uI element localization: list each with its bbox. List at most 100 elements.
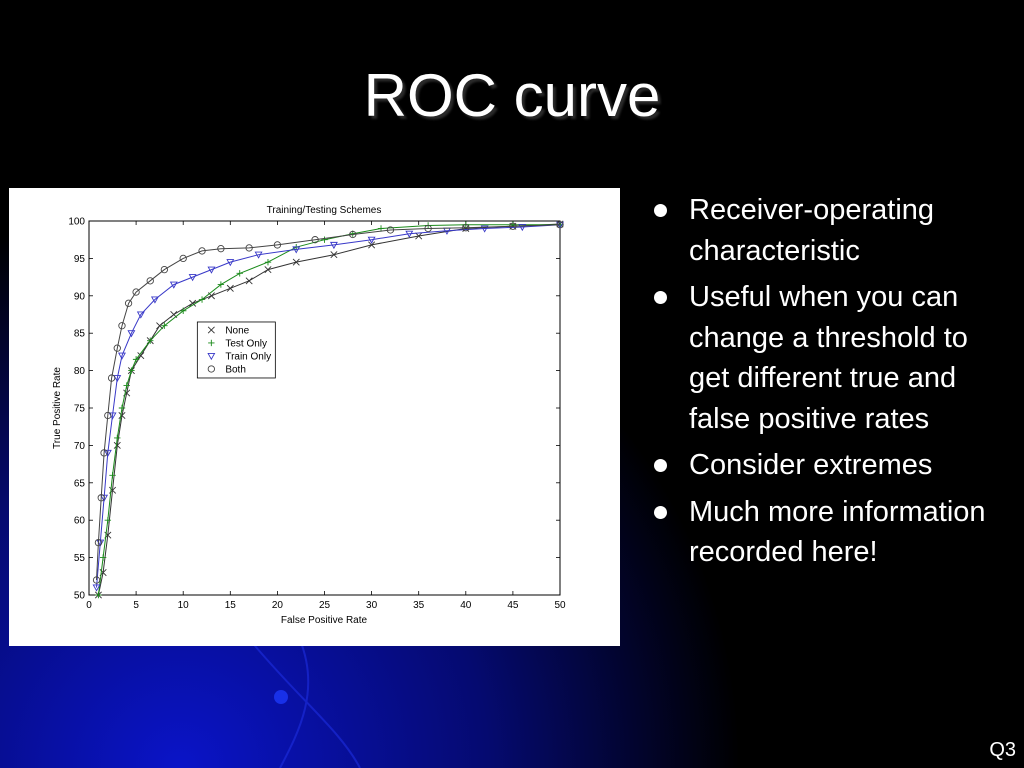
data-point [100,449,108,457]
y-tick-label: 50 [74,591,86,602]
y-tick-label: 90 [74,291,86,302]
data-point [100,494,109,502]
legend-label: None [225,325,249,336]
data-point [92,584,101,592]
series-none [94,220,564,599]
x-tick-label: 5 [133,600,139,611]
data-point [349,230,357,239]
bullet-text: Receiver-operating characteristic [689,194,935,267]
series-line [97,223,561,596]
data-point [405,230,414,238]
data-point [245,277,253,285]
series-test-only [95,221,564,599]
y-tick-label: 85 [74,329,86,340]
data-point [207,365,215,373]
plot-frame [88,220,561,596]
x-tick-label: 25 [319,600,331,611]
data-point [207,266,216,274]
legend-label: Both [225,364,246,375]
x-tick-label: 40 [460,600,472,611]
data-point [92,576,101,584]
x-tick-label: 15 [225,600,237,611]
data-point [217,281,225,288]
x-tick-label: 0 [86,600,92,611]
data-point [264,258,272,266]
data-point [208,339,215,347]
data-point [99,554,107,561]
data-point [103,449,112,458]
series-both [92,221,564,584]
bullet-text: Much more information recorded here! [689,495,986,569]
data-point [236,270,243,277]
data-point [368,241,376,249]
data-point [107,374,116,382]
decorative-swoosh [249,639,361,768]
data-point [480,225,489,233]
legend-label: Test Only [225,338,267,349]
data-point [118,404,126,412]
y-tick-label: 75 [74,404,86,415]
roc-chart: Training/Testing Schemes False Positive … [9,188,620,646]
series-line [96,224,561,581]
data-point [128,367,135,374]
data-point [150,296,159,304]
data-point [132,288,140,296]
legend: None Test Only Train Only Both [196,321,276,379]
data-point [146,277,154,285]
data-point [147,337,154,344]
data-point [226,284,234,292]
data-point [95,591,102,599]
y-tick-label: 65 [74,478,86,489]
data-point [207,326,215,334]
slide-title: ROC curve [363,62,661,129]
data-point [94,538,103,547]
bullet-dot [654,459,667,472]
data-point [132,356,140,363]
data-point [217,245,225,253]
legend-label: Train Only [225,351,271,362]
data-point [264,266,272,274]
data-point [118,322,126,330]
series-line [97,224,560,596]
data-point [377,225,385,232]
data-point [160,265,169,274]
data-point [114,434,121,442]
data-point [386,226,395,234]
x-tick-label: 45 [507,600,519,611]
y-axis-label: True Positive Rate [52,367,63,449]
data-point [292,258,300,266]
bullet-text: Consider extremes [689,449,933,481]
data-point [180,307,187,314]
x-tick-label: 35 [413,600,425,611]
data-point [367,236,376,244]
x-tick-label: 20 [272,600,284,611]
decorative-dot [274,690,288,704]
data-point [137,352,145,360]
x-tick-label: 50 [554,600,566,611]
data-point [118,411,126,419]
bullet-item: Receiver-operating characteristic [651,190,1001,271]
data-point [226,259,235,267]
data-point [189,299,197,307]
x-axis-label: False Positive Rate [281,615,368,626]
data-point [113,344,121,352]
data-point [97,494,105,502]
y-tick-label: 70 [74,441,86,452]
data-point [123,382,130,389]
data-point [198,296,206,303]
data-point [136,311,145,319]
bullet-list: Receiver-operating characteristic Useful… [651,190,1001,579]
data-point [254,251,263,259]
data-point [179,254,187,263]
x-tick-label: 10 [178,600,190,611]
data-point [329,241,338,250]
data-point [311,236,319,244]
data-point [509,222,517,230]
data-point [198,247,206,255]
bullet-text: Useful when you can change a threshold t… [689,281,968,435]
bullet-dot [654,204,667,217]
chart-title: Training/Testing Schemes [267,205,382,216]
data-point [161,322,168,329]
data-point [188,274,197,282]
data-point [424,224,432,233]
